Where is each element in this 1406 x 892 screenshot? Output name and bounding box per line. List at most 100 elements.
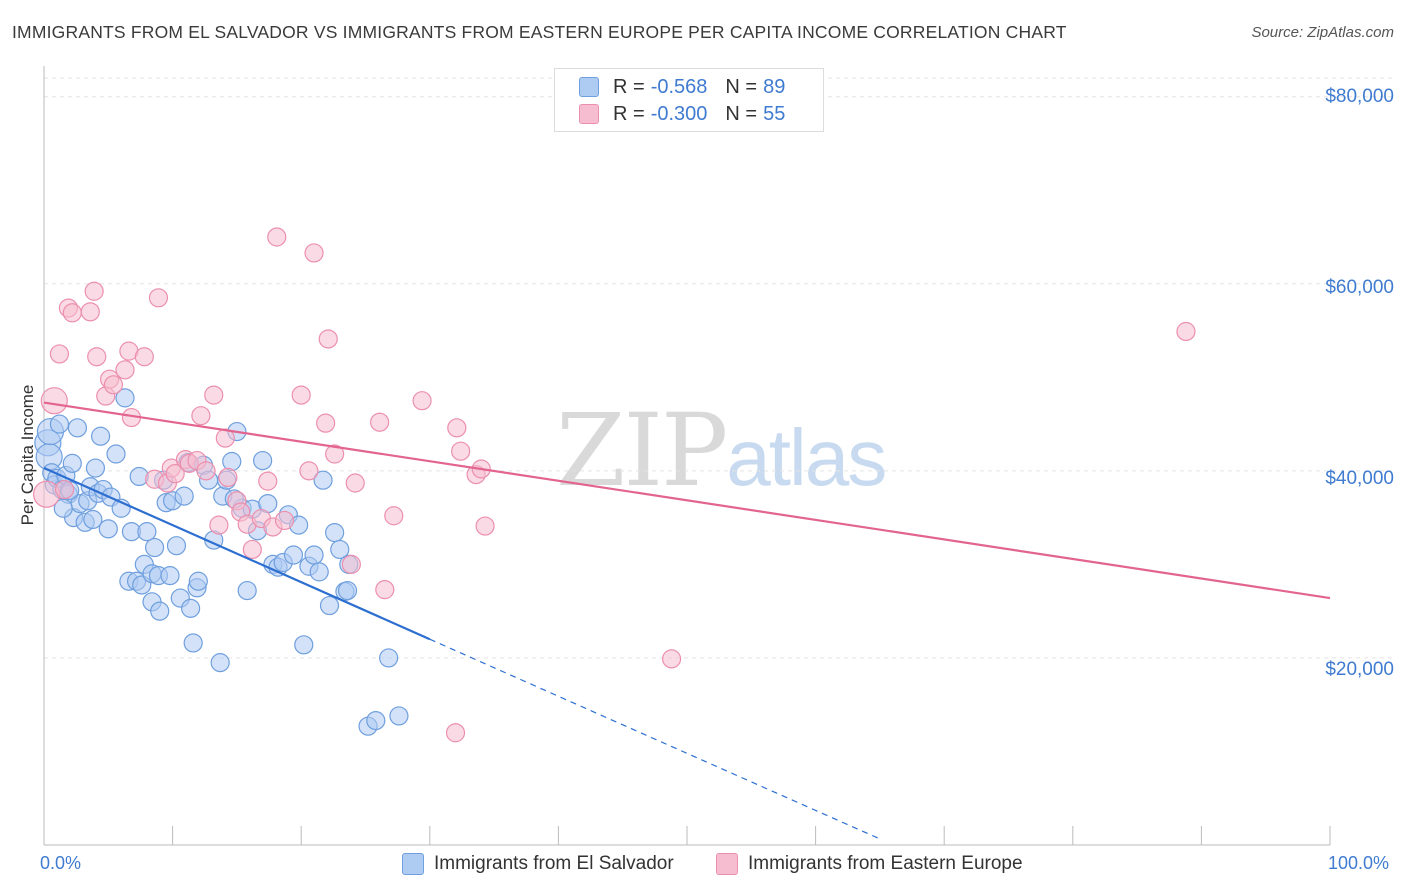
legend-r-label: R = — [613, 102, 645, 125]
legend-n-label: N = — [725, 102, 758, 125]
legend-r-label: R = — [613, 75, 645, 98]
data-point — [242, 539, 262, 560]
data-point — [304, 545, 324, 565]
data-point — [160, 566, 180, 586]
data-point — [325, 444, 345, 464]
data-point — [115, 360, 135, 380]
chart-title: IMMIGRANTS FROM EL SALVADOR VS IMMIGRANT… — [12, 22, 1067, 42]
data-point — [84, 281, 104, 301]
y-tick-label: $20,000 — [1325, 659, 1394, 680]
data-point — [87, 347, 107, 367]
data-point — [90, 426, 111, 446]
data-point — [447, 418, 467, 438]
legend-n-label: N = — [725, 75, 758, 98]
data-point — [253, 450, 273, 471]
data-point — [62, 453, 82, 473]
data-point — [337, 580, 358, 601]
data-point — [137, 522, 157, 542]
bottom-legend-el-salvador: Immigrants from El Salvador — [402, 850, 674, 878]
data-point — [85, 458, 106, 478]
data-point — [196, 461, 216, 481]
data-point — [40, 387, 68, 415]
data-point — [309, 562, 329, 582]
series-eastern-europe-points — [32, 227, 1196, 743]
x-tick-label-min: 0.0% — [40, 853, 82, 873]
y-axis-label: Per Capita Income — [18, 384, 37, 526]
grid-lines — [44, 77, 1392, 659]
pink-swatch-icon — [579, 104, 599, 124]
data-point — [53, 498, 73, 518]
data-point — [191, 406, 211, 426]
trend-lines — [43, 401, 1331, 840]
data-point — [330, 539, 350, 560]
data-point — [299, 461, 319, 481]
correlation-legend: R = -0.568 N = 89 R = -0.300 N = 55 — [554, 68, 824, 132]
data-point — [316, 413, 336, 433]
data-point — [209, 515, 229, 535]
data-point — [103, 375, 124, 395]
data-point — [389, 706, 409, 726]
data-point — [341, 554, 361, 574]
data-point — [98, 519, 118, 539]
data-point — [222, 451, 242, 472]
data-point — [267, 227, 287, 247]
data-point — [379, 648, 399, 668]
data-point — [210, 653, 230, 673]
data-point — [318, 329, 338, 349]
legend-r-value: -0.568 — [650, 75, 708, 98]
legend-row-el-salvador: R = -0.568 N = 89 — [579, 75, 785, 99]
data-point — [115, 388, 135, 408]
source-credit: Source: ZipAtlas.com — [1251, 24, 1394, 41]
data-point — [304, 243, 324, 263]
data-point — [325, 522, 345, 543]
data-point — [345, 473, 365, 493]
data-point — [661, 649, 682, 669]
data-point — [188, 571, 208, 591]
data-point — [166, 536, 187, 556]
data-point — [83, 509, 103, 530]
legend-n-value: 55 — [763, 102, 786, 125]
data-point — [181, 598, 201, 618]
data-point — [49, 344, 70, 364]
data-point — [62, 303, 82, 323]
data-point — [370, 412, 390, 432]
data-point — [150, 601, 170, 621]
data-point — [49, 414, 70, 434]
data-point — [319, 595, 340, 616]
data-point — [291, 385, 311, 405]
legend-series-label: Immigrants from El Salvador — [434, 853, 674, 874]
data-point — [1176, 321, 1196, 342]
data-point — [174, 486, 194, 506]
bottom-legend-eastern-europe: Immigrants from Eastern Europe — [716, 850, 1023, 878]
data-point — [67, 418, 88, 438]
data-point — [218, 467, 238, 488]
data-point — [148, 288, 169, 308]
data-point — [475, 516, 495, 536]
data-point — [384, 506, 404, 526]
data-point — [375, 580, 395, 600]
data-point — [274, 510, 295, 531]
legend-series-label: Immigrants from Eastern Europe — [748, 853, 1023, 874]
data-point — [144, 537, 165, 558]
pink-swatch-icon — [716, 853, 738, 875]
blue-swatch-icon — [402, 853, 424, 875]
data-point — [283, 545, 304, 565]
y-tick-label: $40,000 — [1325, 468, 1394, 489]
data-point — [366, 710, 386, 731]
data-point — [294, 635, 314, 655]
blue-swatch-icon — [579, 77, 599, 97]
data-point — [106, 444, 126, 464]
x-tick-label-max: 100.0% — [1328, 853, 1390, 873]
data-point — [134, 347, 154, 367]
trend-line-el-salvador — [43, 467, 431, 641]
trend-line-extension — [429, 638, 881, 840]
data-point — [165, 464, 185, 484]
data-point — [237, 580, 257, 601]
data-point — [313, 470, 333, 490]
data-point — [258, 471, 278, 491]
y-tick-label: $60,000 — [1325, 277, 1394, 298]
data-point — [183, 633, 203, 653]
data-point — [54, 479, 75, 500]
legend-r-value: -0.300 — [650, 102, 708, 125]
